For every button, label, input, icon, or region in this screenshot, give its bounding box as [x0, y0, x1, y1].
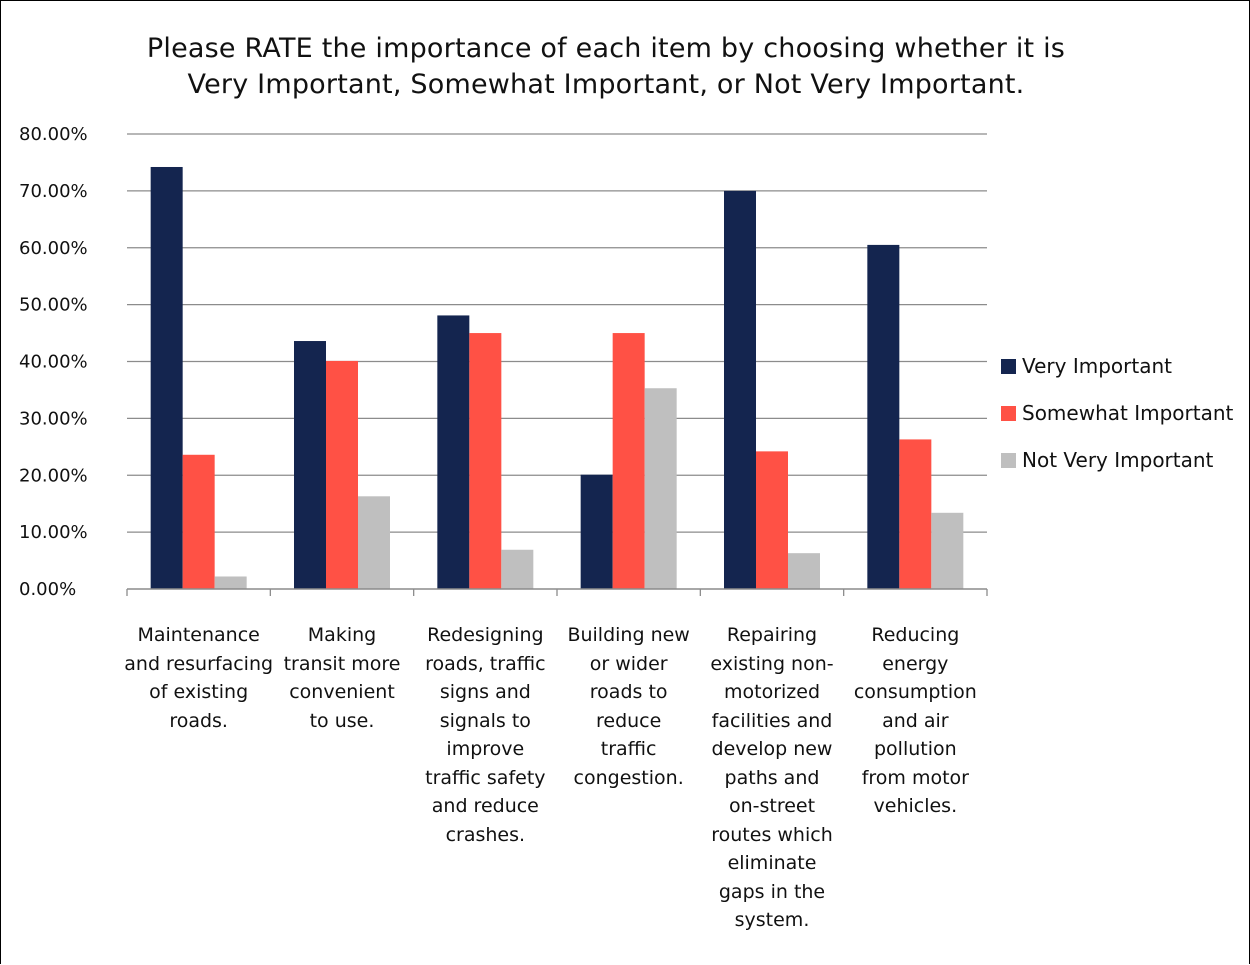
- bar-not-very-important: [214, 576, 247, 589]
- y-tick-label: 80.00%: [19, 124, 88, 145]
- bar-somewhat-important: [612, 333, 645, 589]
- bar-not-very-important: [358, 496, 390, 589]
- bar-very-important: [580, 474, 613, 589]
- bar-very-important: [437, 315, 470, 589]
- bar-somewhat-important: [469, 333, 502, 589]
- legend-label: Very Important: [1022, 354, 1172, 378]
- legend-item: Somewhat Important: [1001, 401, 1233, 425]
- bar-very-important: [294, 341, 326, 589]
- chart-title-line-2: Very Important, Somewhat Important, or N…: [187, 69, 1025, 100]
- bar-not-very-important: [501, 549, 534, 589]
- x-category-label: Reducing energy consumption and air poll…: [853, 624, 977, 817]
- bar-not-very-important: [788, 553, 820, 589]
- y-tick-label: 0.00%: [19, 579, 76, 600]
- y-tick-label: 60.00%: [19, 238, 88, 259]
- x-category-label: Making transit more convenient to use.: [283, 624, 401, 732]
- y-tick-label: 10.00%: [19, 522, 88, 543]
- bar-somewhat-important: [182, 454, 215, 589]
- bar-not-very-important: [931, 512, 964, 589]
- chart-title-line-1: Please RATE the importance of each item …: [146, 33, 1066, 64]
- y-tick-label: 70.00%: [19, 181, 88, 202]
- bar-very-important: [867, 244, 900, 589]
- x-category-label: Repairing existing non- motorized facili…: [710, 624, 834, 931]
- x-category-label: Maintenance and resurfacing of existing …: [124, 624, 274, 732]
- legend-swatch: [1001, 405, 1016, 421]
- legend-swatch: [1001, 358, 1016, 374]
- bar-somewhat-important: [899, 439, 932, 589]
- x-category-label: Building new or wider roads to reduce tr…: [567, 624, 690, 789]
- bar-not-very-important: [644, 388, 677, 589]
- y-tick-label: 40.00%: [19, 352, 88, 373]
- legend-label: Not Very Important: [1022, 448, 1214, 472]
- legend-swatch: [1001, 452, 1016, 468]
- legend-item: Not Very Important: [1001, 448, 1213, 472]
- y-tick-label: 50.00%: [19, 295, 88, 316]
- bar-somewhat-important: [326, 360, 358, 589]
- bar-somewhat-important: [756, 451, 788, 589]
- bar-very-important: [724, 190, 756, 589]
- bar-very-important: [150, 166, 183, 590]
- legend-label: Somewhat Important: [1022, 401, 1234, 425]
- y-tick-label: 30.00%: [19, 408, 88, 429]
- y-tick-label: 20.00%: [19, 465, 88, 486]
- legend-item: Very Important: [1001, 354, 1172, 378]
- x-category-label: Redesigning roads, traffic signs and sig…: [425, 624, 546, 846]
